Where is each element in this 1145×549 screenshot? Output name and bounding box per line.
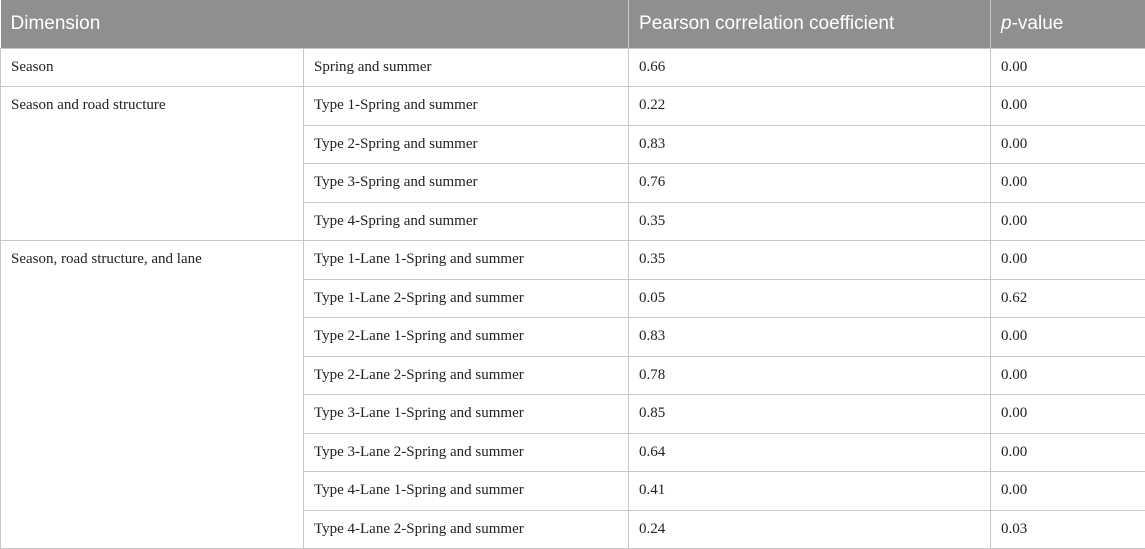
p-value-cell: 0.00: [990, 355, 1145, 395]
pearson-cell: 0.35: [628, 240, 992, 280]
p-value-cell: 0.03: [990, 509, 1145, 549]
p-value-cell: 0.00: [990, 47, 1145, 87]
table-row: Type 2-Lane 1-Spring and summer 0.83 0.0…: [1, 317, 1145, 357]
table-row: Type 4-Lane 2-Spring and summer 0.24 0.0…: [1, 509, 1145, 549]
header-pearson: Pearson correlation coefficient: [628, 0, 991, 48]
table-row: Type 2-Spring and summer 0.83 0.00: [1, 124, 1145, 164]
header-row: Dimension Pearson correlation coefficien…: [0, 0, 1145, 48]
condition-cell: Type 3-Spring and summer: [302, 163, 630, 203]
table-row: Type 4-Lane 1-Spring and summer 0.41 0.0…: [1, 471, 1145, 511]
p-value-cell: 0.00: [990, 394, 1145, 434]
condition-cell: Spring and summer: [302, 47, 630, 87]
p-value-cell: 0.00: [990, 471, 1145, 511]
table-row: Type 3-Spring and summer 0.76 0.00: [1, 163, 1145, 203]
dimension-cell: Season and road structure: [0, 86, 304, 241]
pearson-cell: 0.41: [628, 471, 992, 511]
p-value-cell: 0.00: [990, 124, 1145, 164]
pearson-cell: 0.24: [628, 509, 992, 549]
header-p-suffix: -value: [1011, 12, 1064, 34]
header-p-value: p-value: [990, 0, 1145, 48]
condition-cell: Type 4-Lane 2-Spring and summer: [302, 509, 630, 549]
pearson-cell: 0.76: [628, 163, 992, 203]
p-value-cell: 0.00: [990, 240, 1145, 280]
pearson-cell: 0.66: [628, 47, 992, 87]
table-row: Type 1-Lane 2-Spring and summer 0.05 0.6…: [1, 278, 1145, 318]
p-value-cell: 0.00: [990, 317, 1145, 357]
condition-cell: Type 4-Spring and summer: [302, 201, 630, 241]
pearson-cell: 0.83: [628, 317, 992, 357]
table-row: Type 3-Lane 2-Spring and summer 0.64 0.0…: [1, 432, 1145, 472]
pearson-cell: 0.85: [628, 394, 992, 434]
pearson-cell: 0.64: [628, 432, 992, 472]
table-row: Type 4-Spring and summer 0.35 0.00: [1, 201, 1145, 241]
condition-cell: Type 3-Lane 2-Spring and summer: [302, 432, 630, 472]
pearson-cell: 0.78: [628, 355, 992, 395]
table-row: Season Spring and summer 0.66 0.00: [0, 47, 1145, 87]
pearson-cell: 0.35: [628, 201, 992, 241]
p-value-cell: 0.00: [990, 86, 1145, 126]
condition-cell: Type 2-Lane 1-Spring and summer: [302, 317, 630, 357]
p-value-cell: 0.00: [990, 163, 1145, 203]
header-dimension: Dimension: [0, 0, 629, 48]
condition-cell: Type 1-Lane 2-Spring and summer: [302, 278, 630, 318]
pearson-cell: 0.83: [628, 124, 992, 164]
condition-cell: Type 1-Spring and summer: [302, 86, 630, 126]
p-value-cell: 0.00: [990, 201, 1145, 241]
table-body: Season Spring and summer 0.66 0.00 Seaso…: [0, 47, 1145, 549]
header-p-italic: p: [1001, 12, 1012, 34]
table-header: Dimension Pearson correlation coefficien…: [0, 0, 1145, 48]
table-row: Season and road structure Type 1-Spring …: [0, 86, 1145, 241]
table-row: Type 3-Lane 1-Spring and summer 0.85 0.0…: [1, 394, 1145, 434]
pearson-cell: 0.22: [628, 86, 992, 126]
table-row: Type 2-Lane 2-Spring and summer 0.78 0.0…: [1, 355, 1145, 395]
condition-cell: Type 3-Lane 1-Spring and summer: [302, 394, 630, 434]
table-row: Season, road structure, and lane Type 1-…: [0, 240, 1145, 549]
pearson-cell: 0.05: [628, 278, 992, 318]
dimension-cell: Season, road structure, and lane: [0, 240, 304, 549]
condition-cell: Type 4-Lane 1-Spring and summer: [302, 471, 630, 511]
condition-cell: Type 2-Spring and summer: [302, 124, 630, 164]
condition-cell: Type 2-Lane 2-Spring and summer: [302, 355, 630, 395]
dimension-cell: Season: [0, 47, 304, 87]
p-value-cell: 0.62: [990, 278, 1145, 318]
p-value-cell: 0.00: [990, 432, 1145, 472]
condition-cell: Type 1-Lane 1-Spring and summer: [302, 240, 630, 280]
